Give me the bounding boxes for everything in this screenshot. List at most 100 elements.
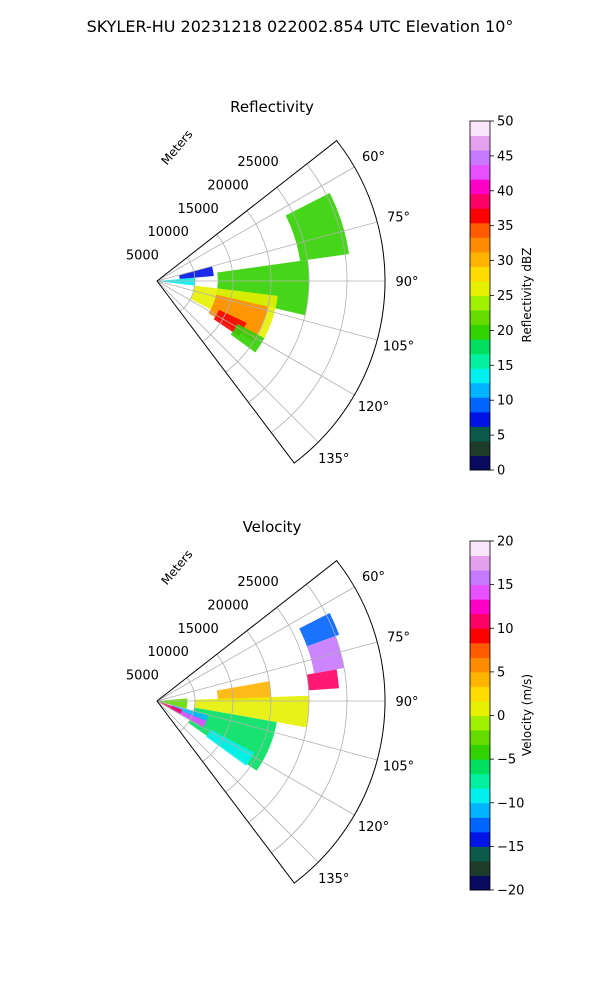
colorbar-swatch — [470, 179, 490, 195]
colorbar-swatch — [470, 642, 490, 658]
colorbar-tick-label: −20 — [497, 884, 524, 899]
echo-region — [160, 702, 183, 714]
colorbar-swatch — [470, 628, 490, 644]
radial-tick-label: 25000 — [237, 155, 278, 170]
colorbar-swatch — [470, 831, 490, 847]
colorbar-tick-label: 10 — [497, 622, 514, 637]
radial-axis-label: Meters — [158, 127, 195, 167]
echo-region — [216, 681, 271, 701]
colorbar-swatch — [470, 759, 490, 775]
colorbar-tick-label: 5 — [497, 429, 505, 444]
velocity-panel: Velocity Meters 5000 10000 15000 20000 25000… — [126, 518, 534, 899]
azimuth-spoke — [156, 280, 319, 443]
azimuth-spoke — [156, 641, 378, 702]
colorbar-swatch — [470, 455, 490, 471]
polar-grid — [156, 559, 386, 884]
range-ring — [248, 607, 310, 823]
colorbar-swatch — [470, 222, 490, 238]
range-ring — [202, 233, 234, 343]
colorbar-swatch — [470, 208, 490, 224]
colorbar-swatch — [470, 671, 490, 687]
colorbar-swatch — [470, 570, 490, 586]
colorbar-swatch — [470, 730, 490, 746]
colorbar-swatch — [470, 599, 490, 615]
azimuth-tick-label: 90° — [395, 695, 418, 710]
azimuth-tick-label: 75° — [387, 630, 410, 645]
colorbar-swatch — [470, 788, 490, 804]
colorbar-swatch — [470, 875, 490, 891]
azimuth-spoke — [156, 280, 355, 396]
colorbar-swatch — [470, 280, 490, 296]
colorbar-tick-label: 5 — [497, 665, 505, 680]
sector-outline — [156, 139, 386, 464]
colorbar-swatch — [470, 846, 490, 862]
azimuth-tick-label: 135° — [318, 452, 349, 467]
azimuth-spoke — [156, 700, 355, 816]
colorbar-swatch — [470, 397, 490, 413]
colorbar-swatch — [470, 541, 490, 557]
colorbar-swatch — [470, 715, 490, 731]
azimuth-ticks: 60° 75° 90° 105° 120° 135° — [318, 570, 418, 887]
radial-ticks: 5000 10000 15000 20000 25000 — [126, 155, 279, 264]
range-ring — [271, 163, 348, 434]
colorbar-swatch — [470, 555, 490, 571]
colorbar-swatch — [470, 237, 490, 253]
colorbar-swatch — [470, 193, 490, 209]
echo-region — [306, 669, 339, 691]
azimuth-tick-label: 75° — [387, 210, 410, 225]
azimuth-tick-label: 60° — [362, 570, 385, 585]
azimuth-spoke — [156, 280, 378, 341]
echo-region — [188, 707, 277, 771]
colorbar-swatch — [470, 150, 490, 166]
range-ring — [225, 210, 272, 373]
colorbar-swatch — [470, 251, 490, 267]
colorbar-swatch — [470, 368, 490, 384]
colorbar-tick-label: 50 — [497, 115, 514, 130]
sector-outline — [156, 559, 386, 884]
panel-title: Reflectivity — [230, 98, 314, 116]
radial-ticks: 5000 10000 15000 20000 25000 — [126, 575, 279, 684]
colorbar-swatch — [470, 310, 490, 326]
colorbar-swatch — [470, 121, 490, 137]
colorbar-swatch — [470, 773, 490, 789]
range-ring — [179, 257, 196, 312]
colorbar-tick-label: 20 — [497, 324, 514, 339]
azimuth-tick-label: 105° — [383, 340, 414, 355]
reflectivity-panel: Reflectivity Meters 5000 10000 15000 20000 2… — [126, 98, 534, 479]
colorbar-swatch — [470, 817, 490, 833]
radial-tick-label: 20000 — [207, 178, 248, 193]
echo-region — [194, 695, 309, 728]
colorbar-swatch — [470, 295, 490, 311]
colorbar-swatch — [470, 411, 490, 427]
radial-tick-label: 15000 — [177, 202, 218, 217]
azimuth-spoke — [156, 586, 355, 702]
range-ring — [179, 677, 196, 732]
azimuth-spoke — [156, 700, 378, 761]
azimuth-tick-label: 120° — [358, 820, 389, 835]
radial-tick-label: 25000 — [237, 575, 278, 590]
colorbar: 0 5 10 15 20 25 30 35 40 45 50 — [469, 115, 514, 479]
panel-title: Velocity — [243, 518, 302, 536]
echo-region — [179, 266, 214, 280]
colorbar-swatch — [470, 686, 490, 702]
radial-tick-label: 5000 — [126, 669, 159, 684]
polar-grid — [156, 139, 386, 464]
colorbar-swatch — [470, 426, 490, 442]
colorbar-swatch — [470, 613, 490, 629]
colorbar-tick-label: 10 — [497, 394, 514, 409]
echo-layer — [157, 193, 349, 353]
colorbar-swatch — [470, 440, 490, 456]
echo-region — [206, 729, 255, 766]
colorbar-tick-label: 0 — [497, 709, 505, 724]
colorbar-tick-label: 15 — [497, 359, 514, 374]
colorbar-swatch — [470, 584, 490, 600]
echo-region — [230, 323, 265, 353]
range-ring — [202, 653, 234, 763]
colorbar-swatch — [470, 353, 490, 369]
azimuth-tick-label: 135° — [318, 872, 349, 887]
colorbar-tick-label: 30 — [497, 254, 514, 269]
range-ring — [248, 187, 310, 403]
colorbar-tick-label: 45 — [497, 149, 514, 164]
radial-tick-label: 5000 — [126, 249, 159, 264]
